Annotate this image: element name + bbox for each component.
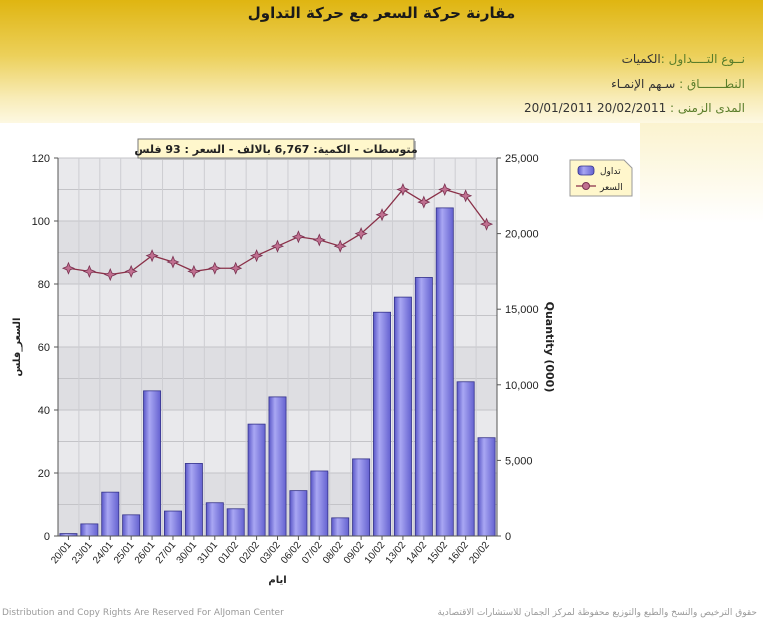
price-point <box>145 249 159 263</box>
volume-bar <box>268 396 287 537</box>
x-axis-tick-label: 24/01 <box>91 540 116 567</box>
x-axis-tick-label: 09/02 <box>342 540 367 567</box>
price-point <box>250 249 264 263</box>
volume-bar <box>226 508 245 537</box>
x-axis-tick-label: 01/02 <box>216 540 241 567</box>
scope-value: سـهم الإنمـاء <box>611 77 676 91</box>
volume-bar <box>143 390 162 537</box>
x-axis-tick-label: 25/01 <box>112 540 137 567</box>
left-axis-tick-label: 40 <box>38 405 50 417</box>
volume-bar <box>352 458 371 537</box>
left-axis-tick-label: 0 <box>44 531 50 543</box>
trade-type-label: نــوع التــــداول : <box>660 52 745 66</box>
price-point <box>61 261 76 275</box>
price-point <box>166 255 180 269</box>
right-axis-tick-label: 10,000 <box>505 380 539 392</box>
footer-copyright-en: Distribution and Copy Rights Are Reserve… <box>2 608 284 618</box>
x-axis-tick-label: 16/02 <box>446 540 471 567</box>
scope-label: النطـــــــاق : <box>679 77 745 91</box>
range-row: المدى الزمنى : 20/02/2011 20/01/2011 <box>524 101 745 115</box>
subtitle-box <box>137 138 415 159</box>
price-point <box>479 217 494 231</box>
right-axis-tick-label: 25,000 <box>505 153 539 165</box>
x-axis-tick-label: 20/02 <box>467 540 492 567</box>
volume-bar <box>247 423 266 537</box>
legend-bar-swatch <box>577 165 595 176</box>
volume-bar <box>164 510 182 537</box>
trade-type-row: نــوع التــــداول :الكميات <box>622 52 745 66</box>
x-axis-tick-label: 30/01 <box>175 540 200 567</box>
legend-line-marker <box>582 182 590 190</box>
x-axis-tick-label: 06/02 <box>279 540 304 567</box>
scope-row: النطـــــــاق : سـهم الإنمـاء <box>611 77 745 91</box>
price-point <box>229 261 243 275</box>
left-axis-tick-label: 120 <box>32 153 50 165</box>
x-axis-title: ايام <box>268 575 286 586</box>
x-axis-tick-label: 08/02 <box>321 540 346 567</box>
left-axis-tick-label: 60 <box>38 342 50 354</box>
price-point <box>208 261 222 275</box>
header-fade <box>640 123 763 223</box>
volume-bar <box>414 277 433 537</box>
trade-type-value: الكميات <box>621 52 661 66</box>
x-axis-tick-label: 02/02 <box>237 540 262 567</box>
volume-bar <box>310 470 329 537</box>
page-title: مقارنة حركة السعر مع حركة التداول <box>247 4 516 22</box>
price-point <box>312 233 326 247</box>
volume-bar <box>101 491 120 537</box>
volume-bar <box>289 490 308 537</box>
price-point <box>438 182 452 197</box>
left-axis-tick-label: 100 <box>32 216 50 228</box>
range-value: 20/02/2011 20/01/2011 <box>524 101 667 115</box>
right-axis-title: Quantity (000) <box>543 302 556 393</box>
price-volume-chart: 0 20 40 60 80 100 120 0 5,000 10,000 15,000 20,000 2… <box>12 138 633 586</box>
price-point <box>82 264 96 278</box>
x-axis-tick-label: 31/01 <box>196 540 221 567</box>
right-axis-tick-label: 5,000 <box>505 455 533 467</box>
price-point <box>417 195 431 209</box>
x-axis-tick-label: 23/01 <box>70 540 95 567</box>
volume-bar <box>456 381 475 537</box>
volume-bar <box>80 523 99 537</box>
legend-bar-label: تداول <box>600 167 621 177</box>
left-axis-title: السعر_فلس <box>12 318 23 377</box>
volume-bar <box>184 463 203 537</box>
price-point <box>291 230 305 244</box>
x-axis-tick-label: 15/02 <box>426 540 451 567</box>
price-point <box>270 239 285 253</box>
price-point <box>187 264 201 278</box>
x-axis-tick-label: 13/02 <box>384 540 409 567</box>
x-axis-tick-label: 20/01 <box>49 540 74 567</box>
price-point <box>333 239 347 253</box>
price-point <box>103 267 117 282</box>
price-point <box>124 264 138 278</box>
volume-bar <box>373 311 391 537</box>
x-axis-tick-label: 26/01 <box>133 540 158 567</box>
x-axis-tick-label: 03/02 <box>258 540 283 567</box>
volume-bar <box>122 514 141 537</box>
right-axis-tick-label: 20,000 <box>505 229 539 241</box>
price-point <box>459 189 473 203</box>
x-axis-tick-label: 14/02 <box>405 540 430 567</box>
volume-bar <box>393 296 412 537</box>
legend-line-label: السعر <box>599 183 623 193</box>
header-background <box>0 0 763 123</box>
price-point <box>375 208 389 222</box>
x-axis-tick-label: 10/02 <box>363 540 388 567</box>
volume-bar <box>477 437 496 537</box>
right-axis-tick-label: 0 <box>505 531 511 543</box>
volume-bar <box>331 517 350 537</box>
price-point <box>354 227 368 241</box>
right-axis-tick-label: 15,000 <box>505 304 539 316</box>
range-label: المدى الزمنى : <box>670 101 745 115</box>
left-axis-tick-label: 80 <box>38 279 50 291</box>
chart-subtitle: متوسطات - الكمية: 6,767 بالالف - السعر :… <box>134 143 417 156</box>
volume-bar <box>205 502 224 537</box>
x-axis-tick-label: 27/01 <box>154 540 179 567</box>
price-point <box>396 182 410 197</box>
footer-copyright-ar: حقوق الترخيص والنسخ والطبع والتوزيع محفو… <box>437 608 757 618</box>
volume-bar <box>435 207 454 537</box>
x-axis-tick-label: 07/02 <box>300 540 325 567</box>
left-axis-tick-label: 20 <box>38 468 50 480</box>
